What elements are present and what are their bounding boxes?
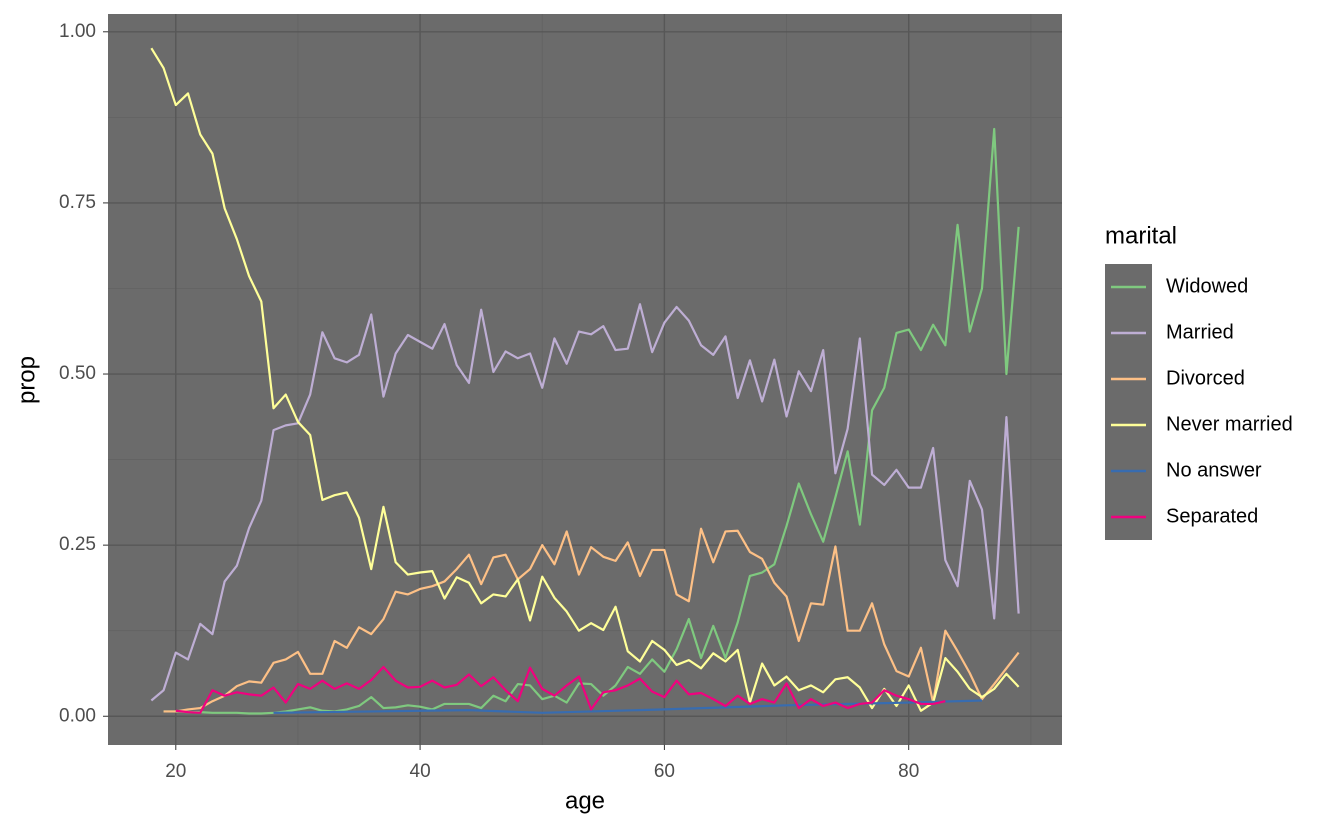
line-series: [150, 303, 1020, 702]
line-series: [150, 47, 1020, 712]
panel: [108, 14, 1062, 745]
legend-label: Divorced: [1166, 367, 1245, 389]
line-series: [175, 665, 946, 714]
legend-label: Widowed: [1166, 275, 1248, 297]
line-series: [163, 127, 1020, 715]
legend-label: Married: [1166, 321, 1234, 343]
x-tick-label: 60: [654, 761, 675, 782]
legend-label: Never married: [1166, 413, 1293, 435]
legend-title: marital: [1105, 222, 1177, 249]
y-tick-label: 0.75: [59, 192, 96, 213]
line-series: [163, 527, 1020, 713]
line-series: [273, 699, 983, 714]
x-axis-title: age: [565, 787, 605, 814]
x-tick-label: 80: [898, 761, 919, 782]
legend-label: No answer: [1166, 459, 1262, 481]
y-tick-label: 1.00: [59, 21, 96, 42]
y-tick-label: 0.50: [59, 363, 96, 384]
y-axis-title: prop: [13, 356, 40, 404]
y-tick-label: 0.25: [59, 534, 96, 555]
x-tick-label: 40: [410, 761, 431, 782]
legend-label: Separated: [1166, 505, 1258, 527]
x-tick-label: 20: [165, 761, 186, 782]
legend-key-background: [1105, 264, 1152, 540]
y-tick-label: 0.00: [59, 705, 96, 726]
